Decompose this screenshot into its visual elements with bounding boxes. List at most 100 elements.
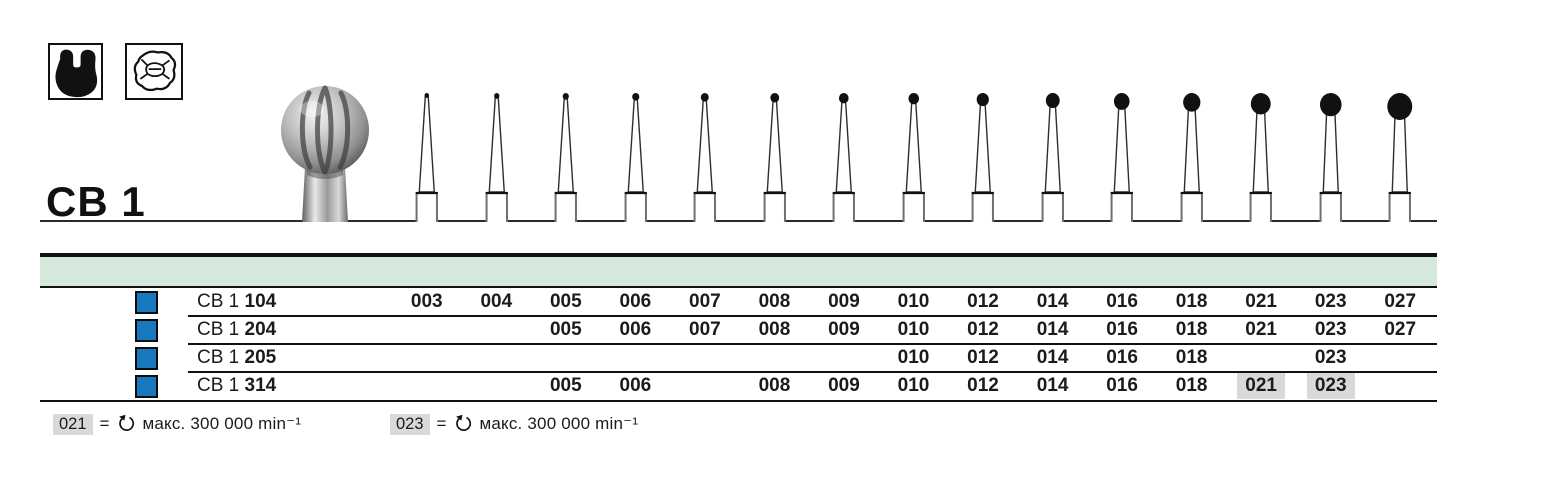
size-cell-021: 021 [1245, 291, 1277, 312]
table-bottom-rule [40, 400, 1437, 402]
size-cell-005 [531, 344, 601, 372]
baseline-rule [40, 220, 1437, 222]
row-label: CB 1 104 [197, 291, 277, 312]
size-cell-027 [1365, 372, 1435, 400]
occlusal-surface-icon [125, 43, 183, 100]
footnote-text: макс. 300 000 min⁻¹ [479, 414, 639, 433]
size-cells: 010 012 014 016 018 023 [392, 344, 1435, 372]
round-bur-photo [281, 85, 369, 222]
molar-crown-glyph [55, 49, 98, 98]
equals-sign: = [99, 414, 110, 433]
footnote-size-badge: 021 [53, 413, 93, 435]
table-top-rule [40, 253, 1437, 257]
size-cell-014: 014 [1036, 319, 1069, 340]
size-cell-021: 021 [1245, 319, 1277, 340]
size-cell-016: 016 [1106, 319, 1138, 340]
size-cell-010: 010 [897, 347, 930, 368]
type-swatch [135, 319, 158, 342]
size-cell-008 [740, 344, 810, 372]
type-swatch [135, 375, 158, 398]
size-cell-006 [601, 344, 671, 372]
size-cell-005: 005 [549, 319, 582, 340]
bur-silhouette-007 [693, 93, 717, 222]
size-cell-023: 023 [1314, 319, 1347, 340]
size-cell-008: 008 [758, 319, 791, 340]
size-cell-009: 009 [828, 375, 860, 396]
size-table: CB 1 104 003 004 005 006 007 008 009 010 012 014 01… [40, 253, 1437, 402]
size-cell-027: 027 [1384, 291, 1417, 312]
size-cell-012: 012 [967, 319, 999, 340]
size-cell-008: 008 [758, 375, 791, 396]
equals-sign: = [436, 414, 447, 433]
bur-silhouette-023 [1319, 93, 1342, 222]
occlusal-surface-glyph [133, 50, 177, 92]
size-cell-021: 021 [1226, 372, 1296, 400]
size-cell-009: 009 [828, 291, 860, 312]
size-cell-012: 012 [967, 347, 999, 368]
size-cell-014: 014 [1036, 375, 1069, 396]
size-cell-004 [462, 316, 532, 344]
rotation-speed-icon [456, 414, 472, 431]
size-cell-005: 005 [549, 375, 582, 396]
bur-silhouette-010 [902, 93, 925, 222]
size-cell-016: 016 [1106, 347, 1138, 368]
size-cell-009 [809, 344, 879, 372]
size-cell-003 [392, 344, 462, 372]
product-photo-round-bur [279, 83, 371, 222]
size-cell-027: 027 [1384, 319, 1417, 340]
row-label: CB 1 314 [197, 375, 277, 396]
size-cell-004: 004 [480, 291, 513, 312]
bur-silhouette-006 [624, 93, 647, 222]
table-row-314: CB 1 314 005 006 008 009 010 012 014 016 018 021 02… [40, 371, 1437, 400]
table-rows: CB 1 104 003 004 005 006 007 008 009 010 012 014 01… [40, 288, 1437, 400]
table-row-204: CB 1 204 005 006 007 008 009 010 012 014 016 018 02… [40, 315, 1437, 344]
size-cell-006: 006 [619, 319, 652, 340]
bur-silhouette-003 [415, 93, 438, 222]
size-cell-007: 007 [689, 319, 721, 340]
size-cell-027 [1365, 344, 1435, 372]
footnote-text: макс. 300 000 min⁻¹ [142, 414, 302, 433]
bur-silhouette-014 [1041, 93, 1064, 222]
table-header-band [40, 257, 1437, 288]
size-cell-003 [392, 316, 462, 344]
bur-silhouette-005 [554, 93, 578, 222]
size-cell-009: 009 [828, 319, 860, 340]
bur-size-silhouettes [392, 85, 1435, 222]
bur-silhouette-027 [1387, 93, 1413, 222]
size-cell-004 [462, 344, 532, 372]
bur-silhouette-021 [1249, 93, 1273, 222]
size-cell-012: 012 [967, 291, 999, 312]
size-cell-007 [670, 344, 740, 372]
size-cell-003: 003 [410, 291, 443, 312]
row-label: CB 1 205 [197, 347, 277, 368]
size-cell-023: 023 [1296, 372, 1366, 400]
size-cell-006: 006 [619, 375, 652, 396]
type-swatch [135, 347, 158, 370]
size-cell-004 [462, 372, 532, 400]
size-cell-007: 007 [689, 291, 721, 312]
size-cell-006: 006 [619, 291, 652, 312]
size-cell-003 [392, 372, 462, 400]
size-cell-018: 018 [1175, 319, 1208, 340]
size-cell-016: 016 [1106, 375, 1138, 396]
size-cells: 005 006 007 008 009 010 012 014 016 018 021 023 027 [392, 316, 1435, 344]
size-cells: 005 006 008 009 010 012 014 016 018 021 023 [392, 372, 1435, 400]
footnote-023: 023 = макс. 300 000 min⁻¹ [390, 412, 638, 436]
bur-silhouette-008 [763, 93, 786, 222]
size-cell-014: 014 [1036, 291, 1069, 312]
size-cell-007 [670, 372, 740, 400]
size-cell-016: 016 [1106, 291, 1138, 312]
footnote-size-badge: 023 [390, 413, 430, 435]
size-cells: 003 004 005 006 007 008 009 010 012 014 016 018 021 0… [392, 288, 1435, 316]
bur-silhouette-009 [832, 93, 856, 222]
bur-silhouette-012 [971, 93, 995, 222]
size-cell-018: 018 [1175, 347, 1208, 368]
size-cell-008: 008 [758, 291, 791, 312]
bur-silhouette-018 [1180, 93, 1203, 222]
size-cell-010: 010 [897, 319, 930, 340]
size-cell-018: 018 [1175, 375, 1208, 396]
size-cell-021 [1226, 344, 1296, 372]
size-cell-010: 010 [897, 291, 930, 312]
rotation-speed-icon [119, 414, 135, 431]
